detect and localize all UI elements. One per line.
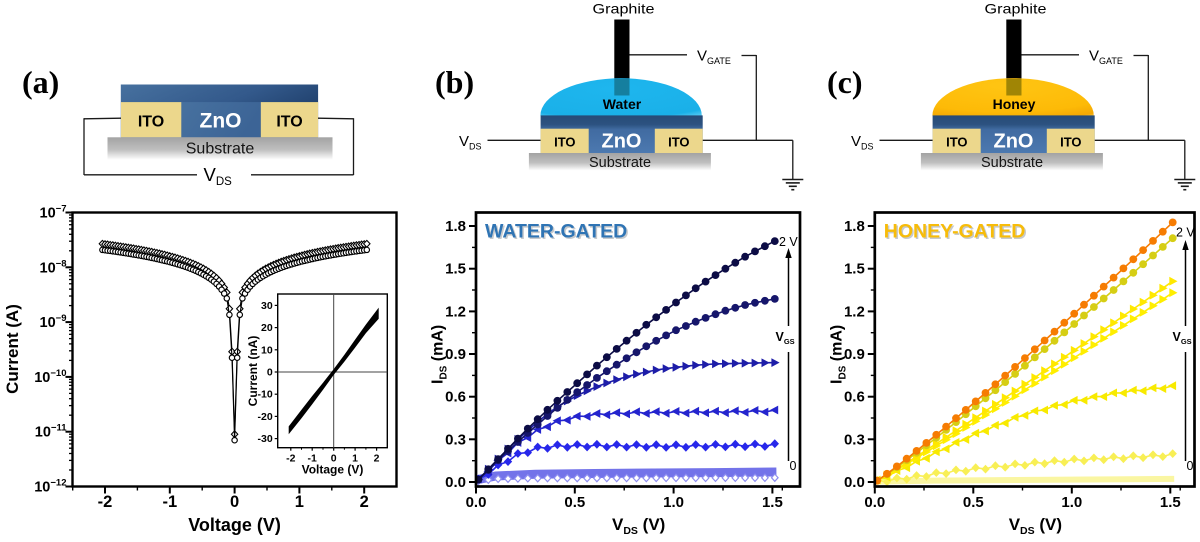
- svg-text:1.0: 1.0: [1061, 494, 1082, 511]
- svg-text:0.3: 0.3: [445, 431, 466, 448]
- svg-text:1.5: 1.5: [1160, 494, 1181, 511]
- svg-text:ITO: ITO: [276, 114, 302, 131]
- svg-text:VDS: VDS: [459, 133, 482, 152]
- svg-text:1: 1: [352, 453, 358, 465]
- svg-text:0.0: 0.0: [466, 494, 487, 511]
- svg-text:1: 1: [295, 493, 304, 511]
- svg-text:Voltage (V): Voltage (V): [302, 463, 364, 477]
- svg-text:0.0: 0.0: [864, 494, 885, 511]
- svg-text:0.5: 0.5: [564, 494, 585, 511]
- svg-text:10−9: 10−9: [40, 313, 67, 331]
- svg-text:ZnO: ZnO: [602, 131, 642, 153]
- svg-text:VDS (V): VDS (V): [612, 515, 665, 537]
- svg-text:VGATE: VGATE: [1089, 48, 1123, 67]
- svg-text:0: 0: [267, 367, 273, 379]
- svg-text:(a): (a): [22, 64, 59, 100]
- svg-text:0.6: 0.6: [844, 389, 865, 406]
- svg-text:1.5: 1.5: [844, 261, 865, 278]
- svg-text:1.5: 1.5: [445, 261, 466, 278]
- svg-text:(c): (c): [827, 64, 863, 100]
- svg-text:HONEY-GATED: HONEY-GATED: [884, 221, 1026, 243]
- svg-text:Water: Water: [603, 96, 642, 112]
- svg-text:-2: -2: [98, 493, 113, 511]
- svg-text:0.0: 0.0: [445, 474, 466, 491]
- svg-text:ITO: ITO: [1060, 135, 1081, 150]
- svg-text:WATER-GATED: WATER-GATED: [485, 221, 627, 243]
- svg-text:0: 0: [331, 453, 337, 465]
- svg-text:ITO: ITO: [138, 114, 164, 131]
- svg-text:(b): (b): [435, 64, 474, 100]
- svg-text:0.0: 0.0: [844, 474, 865, 491]
- svg-text:10−12: 10−12: [34, 478, 66, 496]
- svg-text:-30: -30: [258, 433, 273, 445]
- svg-text:20: 20: [261, 322, 273, 334]
- svg-text:1.2: 1.2: [844, 303, 865, 320]
- svg-text:2 V: 2 V: [779, 235, 798, 249]
- svg-text:0: 0: [230, 493, 239, 511]
- svg-text:2: 2: [374, 453, 380, 465]
- svg-text:-1: -1: [308, 453, 317, 465]
- svg-text:Substrate: Substrate: [981, 155, 1043, 171]
- svg-text:0.3: 0.3: [844, 431, 865, 448]
- svg-text:10−11: 10−11: [35, 423, 67, 441]
- svg-text:10−10: 10−10: [34, 368, 66, 386]
- svg-text:0: 0: [1187, 459, 1194, 473]
- svg-text:30: 30: [261, 300, 273, 312]
- svg-text:1.0: 1.0: [663, 494, 684, 511]
- svg-text:10−7: 10−7: [40, 204, 67, 222]
- svg-text:Substrate: Substrate: [589, 155, 651, 171]
- svg-text:Voltage (V): Voltage (V): [188, 515, 281, 535]
- svg-text:10−8: 10−8: [40, 258, 67, 276]
- svg-text:Current (nA): Current (nA): [246, 336, 260, 407]
- svg-text:ZnO: ZnO: [200, 110, 242, 133]
- svg-text:0.6: 0.6: [445, 389, 466, 406]
- svg-text:VDS: VDS: [851, 133, 874, 152]
- svg-text:2 V: 2 V: [1176, 226, 1195, 240]
- svg-text:ITO: ITO: [668, 135, 689, 150]
- svg-text:-10: -10: [258, 389, 273, 401]
- svg-text:0: 0: [790, 459, 797, 473]
- svg-text:VGATE: VGATE: [697, 48, 731, 67]
- svg-text:1.5: 1.5: [762, 494, 783, 511]
- svg-text:IDS (mA): IDS (mA): [828, 325, 848, 384]
- svg-text:-1: -1: [162, 493, 177, 511]
- svg-text:1.8: 1.8: [844, 218, 865, 235]
- svg-text:ITO: ITO: [946, 135, 967, 150]
- svg-text:0.9: 0.9: [445, 346, 466, 363]
- svg-text:Graphite: Graphite: [593, 1, 655, 17]
- svg-text:ZnO: ZnO: [994, 131, 1034, 153]
- svg-text:0.5: 0.5: [963, 494, 984, 511]
- svg-text:VGS: VGS: [776, 330, 795, 346]
- svg-text:0.9: 0.9: [844, 346, 865, 363]
- svg-text:Substrate: Substrate: [186, 141, 255, 158]
- svg-text:-20: -20: [258, 411, 273, 423]
- svg-text:ITO: ITO: [554, 135, 575, 150]
- svg-text:VGS: VGS: [1173, 330, 1192, 346]
- svg-text:VDS (V): VDS (V): [1009, 515, 1062, 537]
- svg-text:WATER-GATED: WATER-GATED: [487, 222, 629, 244]
- svg-text:VDS: VDS: [204, 164, 233, 188]
- svg-text:Honey: Honey: [993, 96, 1036, 112]
- svg-text:1.8: 1.8: [445, 218, 466, 235]
- svg-text:1.2: 1.2: [445, 303, 466, 320]
- svg-text:-2: -2: [286, 453, 295, 465]
- svg-text:2: 2: [360, 493, 369, 511]
- svg-text:Current (A): Current (A): [3, 304, 22, 394]
- svg-text:10: 10: [261, 344, 273, 356]
- svg-text:Graphite: Graphite: [985, 1, 1047, 17]
- svg-text:HONEY-GATED: HONEY-GATED: [885, 222, 1027, 244]
